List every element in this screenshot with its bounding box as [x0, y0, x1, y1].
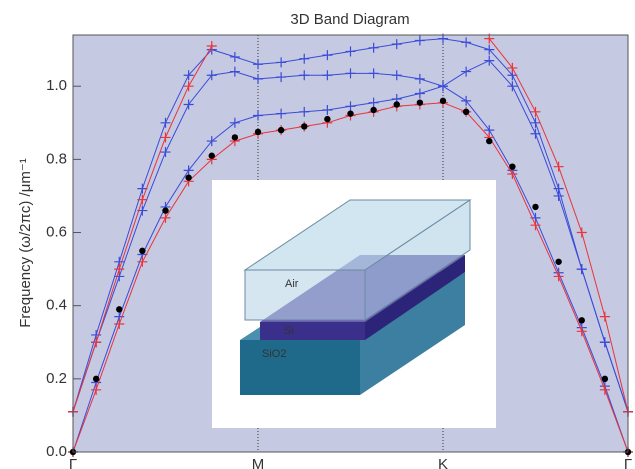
band-point	[417, 99, 423, 105]
inset-label: SiO2	[262, 348, 286, 360]
y-tick-label: 0.6	[46, 223, 67, 240]
band-point	[278, 127, 284, 133]
band-point	[93, 376, 99, 382]
band-point	[324, 116, 330, 122]
band-point	[394, 101, 400, 107]
x-tick-label: Γ	[624, 456, 632, 469]
y-tick-label: 0.8	[46, 150, 67, 167]
band-point	[579, 317, 585, 323]
chart: 3D Band Diagram Frequency (ω/2πc) /μm⁻¹ …	[0, 0, 635, 469]
band-point	[532, 204, 538, 210]
inset-diagram: Air Si SiO2	[212, 180, 496, 428]
chart-title: 3D Band Diagram	[290, 11, 409, 28]
y-tick-label: 0.2	[46, 370, 67, 387]
y-tick-label: 0.4	[46, 297, 67, 314]
band-point	[162, 207, 168, 213]
band-point	[440, 98, 446, 104]
x-tick-label: Γ	[69, 456, 77, 469]
sio2-front	[240, 340, 360, 395]
inset-label: Si	[284, 325, 294, 337]
band-point	[555, 259, 561, 265]
band-point	[139, 248, 145, 254]
band-point	[255, 129, 261, 135]
band-point	[463, 109, 469, 115]
air-front	[245, 270, 365, 320]
y-axis-label: Frequency (ω/2πc) /μm⁻¹	[17, 158, 34, 327]
band-point	[486, 138, 492, 144]
band-point	[185, 174, 191, 180]
band-point	[370, 107, 376, 113]
band-point	[347, 110, 353, 116]
x-tick-label: M	[252, 456, 265, 469]
band-point	[116, 306, 122, 312]
si-front	[260, 322, 365, 340]
y-tick-label: 0.0	[46, 443, 67, 460]
x-tick-label: K	[438, 456, 448, 469]
band-point	[509, 163, 515, 169]
inset-label: Air	[285, 278, 299, 290]
band-point	[209, 153, 215, 159]
y-tick-label: 1.0	[46, 77, 67, 94]
band-point	[602, 376, 608, 382]
band-point	[301, 123, 307, 129]
band-point	[232, 134, 238, 140]
